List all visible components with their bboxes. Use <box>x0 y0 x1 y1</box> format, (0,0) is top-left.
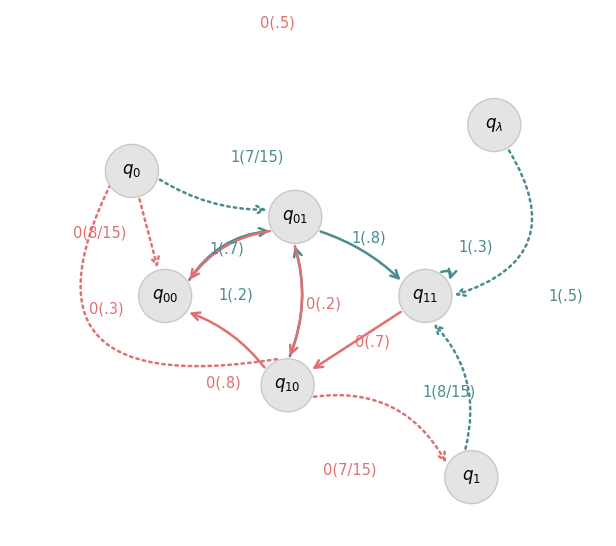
Circle shape <box>468 98 521 152</box>
Text: 1(7/15): 1(7/15) <box>230 149 283 164</box>
Text: $q_{\lambda}$: $q_{\lambda}$ <box>485 116 503 134</box>
Text: $q_{11}$: $q_{11}$ <box>412 287 439 305</box>
Circle shape <box>269 191 322 244</box>
Circle shape <box>399 269 452 323</box>
Circle shape <box>445 450 498 503</box>
Text: $q_1$: $q_1$ <box>462 468 480 486</box>
Text: 1(.7): 1(.7) <box>209 242 245 257</box>
Text: 1(8/15): 1(8/15) <box>423 384 476 399</box>
Text: 0(7/15): 0(7/15) <box>323 462 376 478</box>
Text: $q_{01}$: $q_{01}$ <box>282 208 309 226</box>
Text: $q_{00}$: $q_{00}$ <box>152 287 179 305</box>
Text: 0(.5): 0(.5) <box>260 15 295 31</box>
Text: 0(.8): 0(.8) <box>206 375 241 390</box>
Text: 0(.7): 0(.7) <box>355 335 390 350</box>
Circle shape <box>139 269 192 323</box>
Circle shape <box>105 144 158 198</box>
Text: $q_{10}$: $q_{10}$ <box>274 376 301 394</box>
Text: 0(.3): 0(.3) <box>89 301 124 316</box>
FancyArrowPatch shape <box>441 269 456 277</box>
Text: 0(.2): 0(.2) <box>306 296 341 311</box>
Text: 0(8/15): 0(8/15) <box>73 226 127 241</box>
Circle shape <box>261 359 314 412</box>
Text: 1(.5): 1(.5) <box>548 288 583 304</box>
Text: 1(.3): 1(.3) <box>458 240 493 255</box>
FancyArrowPatch shape <box>145 283 169 316</box>
Text: 1(.2): 1(.2) <box>218 287 253 302</box>
Text: 1(.8): 1(.8) <box>351 231 386 246</box>
Text: $q_0$: $q_0$ <box>123 162 142 180</box>
